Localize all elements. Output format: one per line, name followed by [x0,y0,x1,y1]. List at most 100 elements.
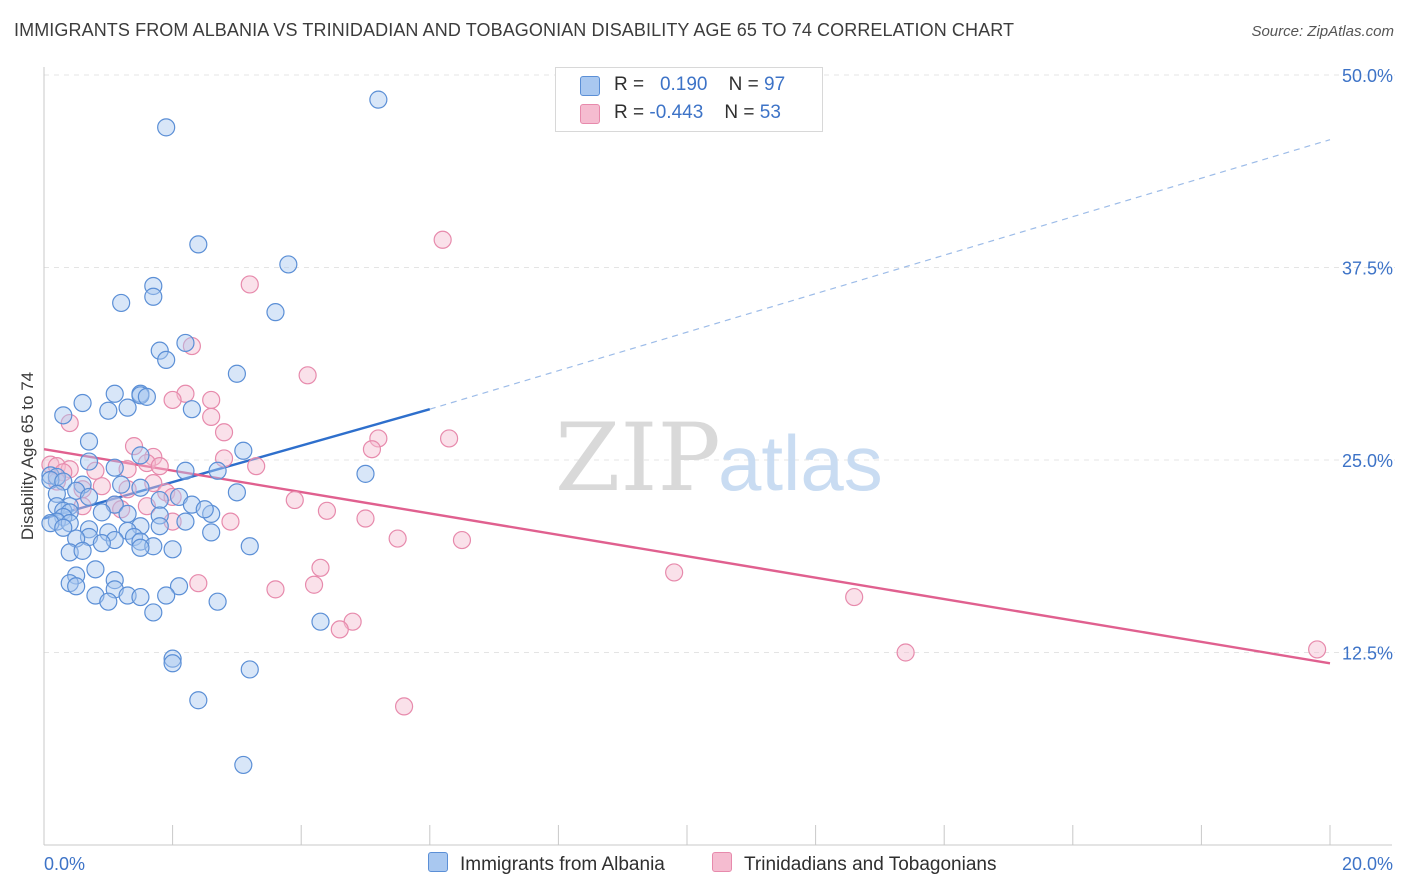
point-albania [311,612,330,631]
point-trinidadian [240,275,259,294]
point-albania [105,384,124,403]
point-albania [99,401,118,420]
point-trinidadian [221,512,240,531]
bottom-legend-swatch-trinidadian [712,852,732,872]
point-albania [73,393,92,413]
legend-swatch-trinidadian [580,104,600,124]
point-albania [240,537,259,556]
point-albania [150,341,169,360]
point-albania [131,386,150,405]
point-albania [73,541,92,560]
point-albania [67,577,86,596]
point-albania [356,464,375,483]
point-albania [163,649,182,668]
point-albania [176,461,195,480]
trend-line-albania-projection [429,139,1331,410]
point-albania [189,691,208,710]
point-albania [92,503,111,522]
point-albania [54,406,73,425]
point-albania [150,490,169,510]
point-albania [112,475,131,494]
point-trinidadian [356,509,375,528]
point-albania [163,654,182,673]
point-albania [227,364,246,383]
point-albania [54,518,73,537]
point-albania [157,586,176,605]
point-trinidadian [92,477,111,496]
watermark-zip: ZIP [555,404,721,513]
point-albania [112,293,131,313]
y-axis-label: Disability Age 65 to 74 [18,372,37,540]
point-trinidadian [1308,640,1327,659]
bottom-legend-albania: Immigrants from Albania [428,852,665,876]
point-albania [144,276,163,296]
point-trinidadian [150,457,169,476]
point-trinidadian [394,697,414,716]
point-trinidadian [369,429,388,448]
point-trinidadian [665,563,684,582]
point-albania [208,592,227,611]
point-albania [208,461,227,480]
bottom-legend-swatch-albania [428,852,448,872]
y-tick-label: 25.0% [1342,451,1393,471]
point-trinidadian [388,529,407,548]
legend-n-label: N = [724,102,755,123]
point-albania [131,446,150,465]
point-trinidadian [163,390,182,410]
point-albania [150,506,169,525]
point-trinidadian [896,643,915,662]
point-trinidadian [452,530,472,550]
y-tick-label: 50.0% [1342,66,1393,86]
point-albania [131,478,150,497]
point-trinidadian [247,457,266,476]
legend-swatch-albania [580,76,600,96]
source-credit: Source: ZipAtlas.com [1251,23,1394,40]
point-albania [169,577,189,596]
point-trinidadian [189,574,208,593]
point-trinidadian [266,580,285,599]
point-albania [79,520,99,539]
axes [43,67,1392,846]
point-albania [202,523,221,542]
point-albania [79,452,99,471]
point-trinidadian [317,501,337,520]
trend-lines [43,139,1331,665]
chart-title: IMMIGRANTS FROM ALBANIA VS TRINIDADIAN A… [14,20,1015,40]
point-trinidadian [298,366,317,385]
legend-r-value-trinidadian: -0.443 [649,102,704,123]
point-albania [234,755,253,775]
point-trinidadian [304,575,324,594]
point-trinidadian [330,620,349,639]
trend-line-trinidadian [43,448,1331,665]
point-albania [105,571,124,590]
watermark-atlas: atlas [718,419,883,507]
point-trinidadian [202,407,221,426]
point-albania [105,458,124,477]
series-albania-points [41,90,388,775]
point-albania [118,398,137,417]
point-albania [144,287,163,306]
point-albania [369,90,388,109]
x-tick-label: 20.0% [1342,854,1393,874]
point-trinidadian [202,390,221,410]
point-albania [79,487,99,507]
legend-n-value-albania: 97 [764,74,786,95]
point-trinidadian [311,558,330,577]
point-albania [92,534,111,553]
bottom-legend-label-albania: Immigrants from Albania [460,854,665,875]
point-albania [118,504,137,524]
grid-lines [44,74,1395,653]
point-trinidadian [86,461,105,480]
point-albania [157,118,176,137]
y-tick-label: 37.5% [1342,259,1393,279]
point-albania [240,660,259,679]
point-trinidadian [845,587,864,607]
point-albania [131,587,150,607]
point-albania [227,483,246,502]
point-trinidadian [124,437,144,456]
bottom-legend-label-trinidadian: Trinidadians and Tobagonians [744,854,997,875]
point-albania [266,303,285,322]
legend-r-label: R = [614,102,645,123]
point-albania [189,235,208,254]
